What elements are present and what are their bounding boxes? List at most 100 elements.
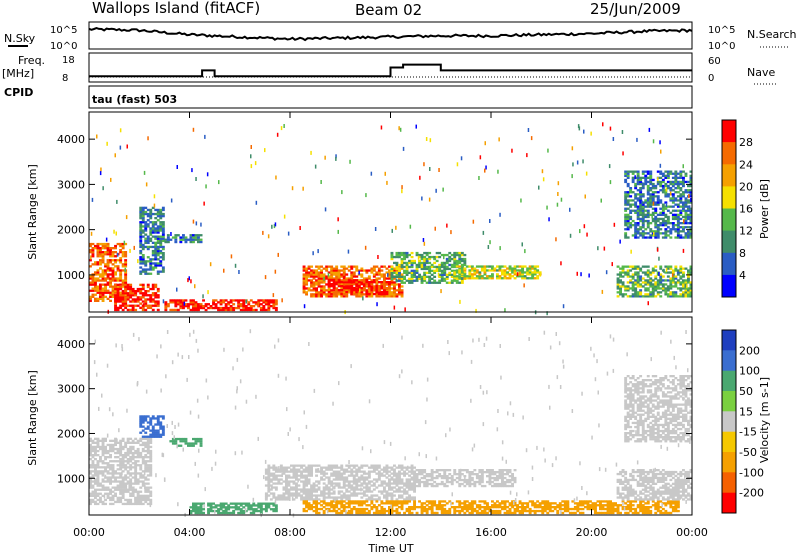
range-gate-cell <box>340 502 344 505</box>
range-gate-cell <box>144 476 148 479</box>
range-gate-cell <box>146 212 150 216</box>
range-gate-cell <box>388 488 391 491</box>
range-gate-cell <box>129 248 131 253</box>
range-gate-cell <box>455 281 459 284</box>
range-gate-cell <box>659 224 663 227</box>
range-gate-cell <box>340 509 344 513</box>
range-gate-cell <box>322 490 326 493</box>
range-gate-cell <box>297 492 301 495</box>
range-gate-cell <box>126 498 130 502</box>
range-gate-cell <box>119 249 123 252</box>
range-gate-cell <box>388 277 391 280</box>
range-gate-cell <box>383 289 386 292</box>
range-gate-cell <box>164 303 168 306</box>
range-gate-cell <box>513 511 517 515</box>
range-gate-cell <box>634 211 638 214</box>
range-gate-cell <box>194 509 198 513</box>
range-gate-cell <box>350 292 354 296</box>
range-gate-cell <box>136 290 140 293</box>
range-gate-cell <box>478 271 482 274</box>
range-gate-cell <box>508 509 512 513</box>
range-gate-cell <box>325 265 329 268</box>
range-gate-cell <box>272 509 276 513</box>
range-gate-cell <box>320 271 323 274</box>
range-gate-cell <box>159 249 163 253</box>
range-gate-cell <box>101 449 105 453</box>
range-gate-cell <box>671 180 675 184</box>
range-gate-cell <box>352 291 356 294</box>
range-gate-cell <box>425 251 429 255</box>
range-gate-cell <box>687 295 690 298</box>
range-gate-cell <box>121 492 125 495</box>
range-gate-cell <box>390 257 394 261</box>
range-gate-cell <box>307 470 311 473</box>
range-gate-cell <box>136 454 140 457</box>
range-gate-cell <box>89 265 92 268</box>
range-gate-cell <box>367 292 371 296</box>
range-gate-cell <box>114 291 117 294</box>
range-gate-cell <box>109 247 112 250</box>
range-gate-cell <box>388 273 391 276</box>
range-gate-cell <box>96 277 100 280</box>
range-gate-cell <box>190 279 192 284</box>
range-gate-cell <box>528 500 532 503</box>
range-gate-cell <box>109 273 112 276</box>
range-gate-cell <box>676 213 680 216</box>
range-gate-cell <box>94 458 97 461</box>
range-gate-cell <box>106 480 110 483</box>
range-gate-cell <box>367 509 371 513</box>
range-gate-cell <box>410 488 414 491</box>
range-gate-cell <box>572 162 574 167</box>
range-gate-cell <box>96 287 100 290</box>
range-gate-cell <box>104 279 107 282</box>
range-gate-cell <box>151 435 155 438</box>
range-gate-cell <box>676 269 680 272</box>
range-gate-cell <box>362 472 366 475</box>
range-gate-cell <box>664 174 668 177</box>
range-gate-cell <box>651 197 655 200</box>
range-gate-cell <box>669 271 673 274</box>
range-gate-cell <box>656 279 660 282</box>
range-gate-cell <box>621 267 625 270</box>
range-gate-cell <box>129 492 133 495</box>
range-gate-cell <box>651 207 655 210</box>
range-gate-cell <box>365 478 369 481</box>
range-gate-cell <box>106 253 110 256</box>
range-gate-cell <box>325 472 329 475</box>
range-gate-cell <box>438 275 442 278</box>
range-gate-cell <box>400 275 404 278</box>
range-gate-cell <box>526 509 530 513</box>
range-gate-cell <box>362 285 366 288</box>
range-gate-cell <box>626 193 630 196</box>
range-gate-cell <box>666 176 670 179</box>
range-gate-cell <box>671 209 675 212</box>
range-gate-cell <box>420 263 424 267</box>
range-gate-cell <box>674 187 678 190</box>
range-gate-cell <box>388 507 391 511</box>
range-gate-cell <box>96 494 100 497</box>
range-gate-cell <box>109 447 112 451</box>
range-gate-cell <box>458 257 462 261</box>
range-gate-cell <box>214 504 218 507</box>
range-gate-cell <box>272 306 276 310</box>
range-gate-cell <box>631 295 635 298</box>
range-gate-cell <box>134 290 138 293</box>
range-gate-cell <box>323 276 325 281</box>
range-gate-cell <box>375 500 379 503</box>
range-gate-cell <box>317 285 321 288</box>
range-gate-cell <box>114 460 117 463</box>
range-gate-cell <box>164 240 168 244</box>
range-gate-cell <box>227 306 231 310</box>
range-gate-cell <box>345 480 349 483</box>
range-gate-cell <box>124 466 128 469</box>
range-gate-cell <box>126 460 130 463</box>
range-gate-cell <box>325 295 329 298</box>
range-gate-cell <box>342 507 346 511</box>
range-gate-cell <box>350 271 354 274</box>
range-gate-cell <box>121 285 125 288</box>
range-gate-cell <box>372 285 376 288</box>
range-gate-cell <box>367 466 371 469</box>
range-gate-cell <box>264 308 268 312</box>
range-gate-cell <box>139 225 143 228</box>
range-gate-cell <box>335 271 339 274</box>
